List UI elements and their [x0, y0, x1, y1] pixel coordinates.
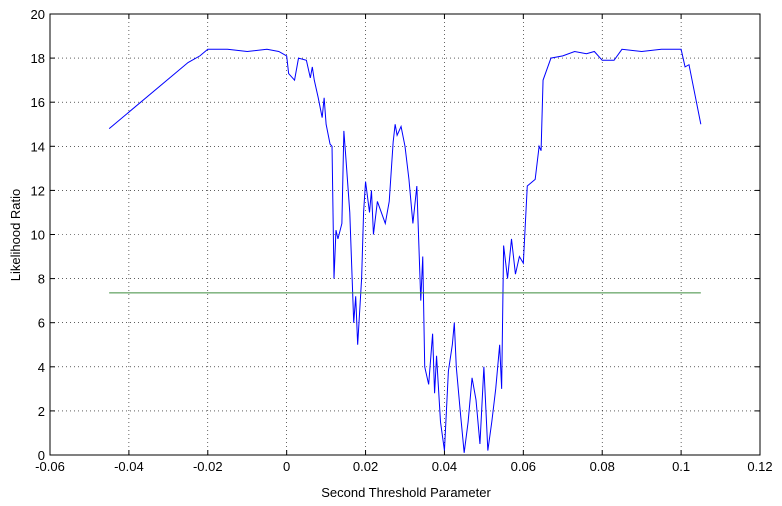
y-tick-label: 20: [31, 7, 45, 22]
x-tick-label: -0.02: [193, 459, 223, 474]
y-tick-label: 16: [31, 95, 45, 110]
x-tick-label: 0.04: [432, 459, 457, 474]
x-tick-label: 0.12: [747, 459, 772, 474]
y-tick-label: 10: [31, 228, 45, 243]
y-tick-label: 4: [38, 360, 45, 375]
y-tick-label: 8: [38, 272, 45, 287]
y-tick-label: 0: [38, 448, 45, 463]
x-tick-label: 0.02: [353, 459, 378, 474]
x-tick-label: 0: [283, 459, 290, 474]
axes-box: [49, 13, 761, 456]
y-tick-label: 12: [31, 183, 45, 198]
x-tick-label: -0.04: [114, 459, 144, 474]
x-tick-label: -0.06: [35, 459, 65, 474]
line-series: [108, 48, 702, 453]
plot-area: [50, 14, 760, 455]
y-axis-label: Likelihood Ratio: [8, 189, 23, 282]
x-tick-label: 0.1: [672, 459, 690, 474]
y-tick-label: 14: [31, 139, 45, 154]
y-tick-label: 6: [38, 316, 45, 331]
x-tick-label: 0.08: [590, 459, 615, 474]
y-tick-label: 2: [38, 404, 45, 419]
x-tick-label: 0.06: [511, 459, 536, 474]
y-tick-label: 18: [31, 51, 45, 66]
x-axis-label: Second Threshold Parameter: [321, 485, 491, 500]
